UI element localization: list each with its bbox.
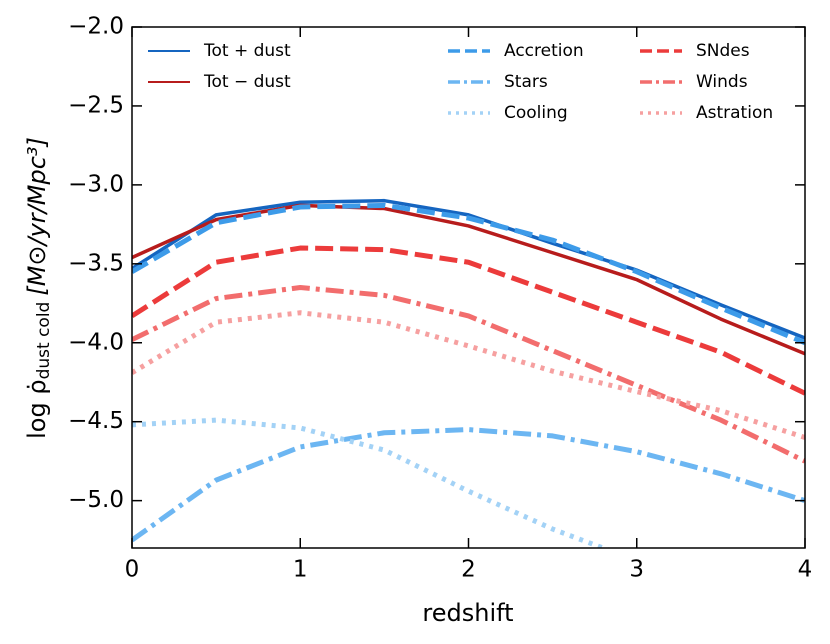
y-label-main: log ρ̇ [23,379,51,438]
legend-label: Cooling [504,103,568,123]
x-axis-label: redshift [422,599,513,627]
y-label-unit: [M⊙/yr/Mpc³] [23,137,51,296]
data-line [132,417,611,548]
data-line [132,427,805,543]
legend-label: Winds [696,72,748,92]
y-tick-label: −5.0 [68,487,124,513]
x-tick-label: 3 [629,557,644,583]
y-tick-label: −4.0 [68,329,124,355]
data-line [132,245,805,396]
data-line [132,310,805,440]
plot-lines [132,198,805,548]
y-tick-label: −4.5 [68,408,124,434]
x-tick-label: 0 [125,557,140,583]
legend-label: Tot + dust [203,41,291,61]
legend-label: SNdes [696,41,750,61]
x-tick-label: 2 [461,557,476,583]
y-tick-label: −2.0 [68,14,124,40]
y-label-sub: dust cold [34,302,54,380]
y-tick-label: −3.0 [68,171,124,197]
y-tick-label: −2.5 [68,92,124,118]
x-tick-label: 4 [798,557,813,583]
y-tick-label: −3.5 [68,250,124,276]
data-line [132,285,805,464]
x-tick-label: 1 [293,557,308,583]
data-line [132,202,805,346]
legend-label: Tot − dust [203,72,291,92]
data-line [132,203,805,356]
legend-label: Stars [504,72,548,92]
y-axis-label: log ρ̇dust cold [M⊙/yr/Mpc³] [23,137,54,439]
legend-label: Accretion [504,41,584,61]
legend-label: Astration [696,103,773,123]
